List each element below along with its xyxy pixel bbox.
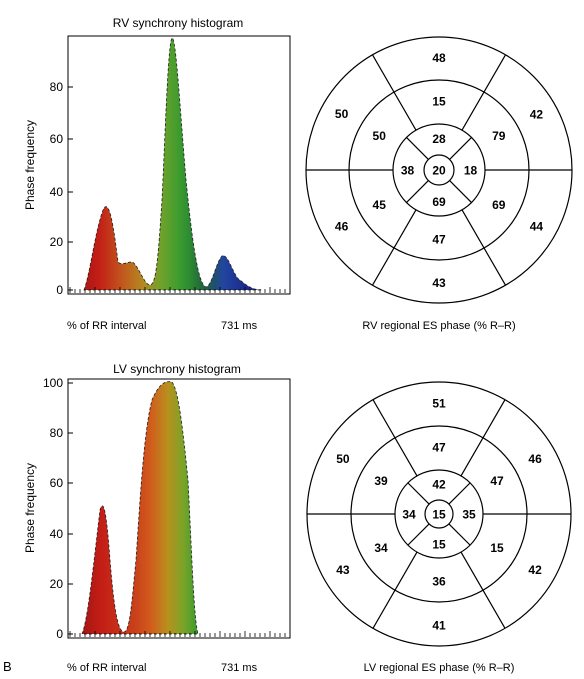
segment-divider bbox=[372, 399, 418, 477]
inner-segment-value: 35 bbox=[462, 508, 476, 522]
rv-segment-labels: 20 28 18 69 38 15 79 69 47 45 50 48 42 44 43 46 50 bbox=[335, 51, 543, 290]
lv-y-tick-label: 80 bbox=[50, 426, 64, 440]
rv-y-tick-label: 60 bbox=[50, 132, 64, 146]
outer-segment-value: 42 bbox=[528, 563, 542, 577]
apex-segment-value: 20 bbox=[432, 164, 446, 178]
segment-divider bbox=[461, 209, 507, 286]
inner-segment-value: 69 bbox=[432, 195, 446, 209]
segment-divider bbox=[406, 137, 429, 160]
middle-segment-value: 34 bbox=[374, 541, 388, 555]
middle-segment-value: 15 bbox=[432, 95, 446, 109]
inner-segment-value: 34 bbox=[402, 508, 416, 522]
rv-ms-label: 731 ms bbox=[221, 320, 258, 332]
rv-histogram-title: RV synchrony histogram bbox=[113, 16, 244, 30]
segment-divider bbox=[371, 209, 417, 286]
rv-polar-map: 20 28 18 69 38 15 79 69 47 45 50 48 42 44 43 46 50 RV re… bbox=[305, 36, 573, 332]
inner-segment-value: 38 bbox=[401, 164, 415, 178]
middle-segment-value: 69 bbox=[492, 198, 506, 212]
lv-y-tick-label: 20 bbox=[50, 577, 64, 591]
inner-segment-value: 15 bbox=[432, 538, 446, 552]
lv-y-tick-label: 0 bbox=[56, 627, 63, 641]
segment-divider bbox=[407, 523, 430, 546]
lv-y-tick-label: 40 bbox=[50, 527, 64, 541]
segment-divider bbox=[406, 180, 429, 203]
rv-ring-apex bbox=[423, 154, 455, 186]
lv-x-axis-label: % of RR interval bbox=[67, 662, 146, 674]
middle-segment-value: 47 bbox=[432, 441, 446, 455]
segment-divider bbox=[449, 137, 472, 160]
outer-segment-value: 50 bbox=[336, 452, 350, 466]
segment-divider bbox=[460, 551, 506, 629]
segment-divider bbox=[371, 54, 417, 131]
lv-segment-dividers bbox=[307, 399, 571, 629]
outer-segment-value: 46 bbox=[335, 220, 349, 234]
rv-histogram-panel: RV synchrony histogram 0 20 40 60 80 Pha… bbox=[23, 16, 291, 332]
rv-x-axis-ticks bbox=[69, 287, 291, 293]
middle-segment-value: 39 bbox=[374, 474, 388, 488]
outer-segment-value: 43 bbox=[432, 276, 446, 290]
segment-divider bbox=[448, 523, 471, 546]
rv-y-tick-label: 0 bbox=[56, 283, 63, 297]
rv-y-axis-label: Phase frequency bbox=[23, 120, 37, 210]
lv-segment-labels: 15 42 35 15 34 47 47 15 36 34 39 51 46 42 41 43 50 bbox=[336, 397, 542, 633]
rv-y-tick-label: 80 bbox=[50, 80, 64, 94]
rv-y-tick-label: 40 bbox=[50, 185, 64, 199]
lv-polar-map: 15 42 35 15 34 47 47 15 36 34 39 51 46 42 41 43 50 LV re… bbox=[306, 381, 572, 674]
inner-segment-value: 18 bbox=[464, 164, 478, 178]
rv-polar-caption: RV regional ES phase (% R–R) bbox=[362, 320, 515, 332]
lv-histogram-title: LV synchrony histogram bbox=[113, 362, 241, 376]
lv-histogram-curve bbox=[81, 381, 199, 635]
lv-ms-label: 731 ms bbox=[221, 662, 258, 674]
inner-segment-value: 28 bbox=[432, 132, 446, 146]
outer-segment-value: 41 bbox=[432, 619, 446, 633]
outer-segment-value: 48 bbox=[432, 51, 446, 65]
lv-y-tick-label: 100 bbox=[43, 376, 63, 390]
outer-segment-value: 46 bbox=[528, 452, 542, 466]
lv-y-axis-label: Phase frequency bbox=[23, 463, 37, 553]
lv-x-axis-ticks bbox=[69, 631, 291, 637]
inner-segment-value: 42 bbox=[432, 478, 446, 492]
apex-segment-value: 15 bbox=[432, 508, 446, 522]
lv-histogram-frame bbox=[67, 378, 291, 639]
middle-segment-value: 47 bbox=[432, 233, 446, 247]
rv-x-axis-label: % of RR interval bbox=[67, 320, 146, 332]
middle-segment-value: 36 bbox=[432, 575, 446, 589]
outer-segment-value: 44 bbox=[530, 220, 544, 234]
lv-ring-apex bbox=[424, 499, 454, 529]
segment-divider bbox=[460, 399, 506, 477]
segment-divider bbox=[461, 54, 507, 131]
lv-histogram-panel: LV synchrony histogram 0 20 40 60 80 100… bbox=[23, 362, 291, 674]
rv-histogram-frame bbox=[67, 35, 291, 295]
lv-polar-caption: LV regional ES phase (% R–R) bbox=[364, 662, 515, 674]
segment-divider bbox=[449, 180, 472, 203]
segment-divider bbox=[448, 482, 471, 505]
rv-segment-dividers bbox=[306, 54, 572, 286]
middle-segment-value: 79 bbox=[492, 129, 506, 143]
middle-segment-value: 45 bbox=[373, 198, 387, 212]
outer-segment-value: 50 bbox=[335, 107, 349, 121]
outer-segment-value: 42 bbox=[530, 107, 544, 121]
rv-y-axis: 0 20 40 60 80 bbox=[50, 80, 73, 297]
lv-y-tick-label: 60 bbox=[50, 476, 64, 490]
segment-divider bbox=[407, 482, 430, 505]
rv-histogram-curve bbox=[83, 37, 263, 291]
outer-segment-value: 51 bbox=[432, 397, 446, 411]
outer-segment-value: 43 bbox=[336, 563, 350, 577]
middle-segment-value: 47 bbox=[490, 474, 504, 488]
lv-y-axis: 0 20 40 60 80 100 bbox=[43, 376, 73, 641]
segment-divider bbox=[372, 551, 418, 629]
middle-segment-value: 15 bbox=[490, 541, 504, 555]
figure-label: B bbox=[3, 659, 12, 674]
rv-y-tick-label: 20 bbox=[50, 235, 64, 249]
middle-segment-value: 50 bbox=[373, 129, 387, 143]
